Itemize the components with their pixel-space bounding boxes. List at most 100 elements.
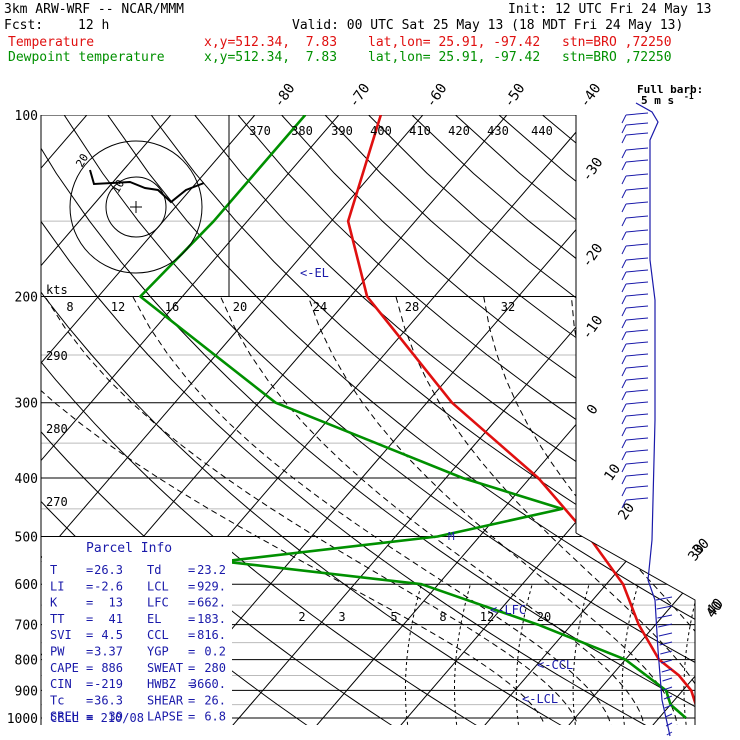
isotherm-label: 40 (703, 598, 726, 621)
isotherm-label: 10 (601, 461, 624, 484)
pressure-label: 900 (15, 684, 38, 699)
parcel-eq2: = (188, 628, 195, 642)
dry-adiabat (672, 115, 695, 725)
moist-adiabat (132, 296, 613, 725)
isotherm-label: -60 (423, 81, 451, 111)
parcel-key2: EL (147, 612, 161, 626)
mixing-ratio-line (621, 584, 639, 725)
hodograph-trace (89, 169, 205, 204)
wind-barb (625, 377, 649, 381)
init-time: Init: 12 UTC Fri 24 May 13 (508, 2, 712, 17)
parcel-eq2: = (188, 693, 195, 707)
wind-barb (625, 365, 649, 369)
isotherm-line (41, 115, 447, 725)
parcel-key: LI (50, 579, 64, 593)
upper-theta-label: 12 (111, 300, 125, 314)
parcel-eq: = (86, 645, 93, 659)
theta-e-label: 430 (487, 124, 509, 138)
wind-barb-low (665, 722, 673, 727)
dry-adiabat (194, 115, 695, 725)
dew-row-latlon: lat,lon= 25.91, -97.42 (368, 50, 541, 65)
parcel-eq2: = (188, 710, 195, 724)
parcel-key2: LCL (147, 579, 169, 593)
wind-barb-low (661, 668, 673, 673)
upper-theta-label: 16 (165, 300, 179, 314)
hodo-ring-label: 20 (73, 152, 91, 170)
dry-adiabat (237, 115, 695, 725)
wind-barb (625, 461, 649, 465)
right-axis-lower (575, 532, 696, 725)
isotherm-line (647, 115, 695, 725)
pressure-label: 300 (15, 397, 38, 412)
pressure-label: 700 (15, 619, 38, 634)
parcel-eq: = (86, 693, 93, 707)
wind-barb (625, 437, 649, 441)
hodo-units: kts (46, 283, 68, 297)
wind-barb-low (658, 623, 673, 628)
parcel-eq2: = (188, 563, 195, 577)
wind-barb-flag (621, 379, 627, 389)
wind-barb (625, 497, 649, 501)
parcel-value: 36.3 (94, 693, 123, 707)
wind-barb (625, 173, 649, 177)
parcel-key2: LFC (147, 596, 169, 610)
isotherm-label: 0 (584, 402, 602, 418)
upper-theta-label: 32 (501, 300, 515, 314)
wind-barb-flag (621, 189, 627, 199)
parcel-value2: 183. (197, 612, 226, 626)
mixing-ratio-label: 5 (390, 610, 397, 624)
wind-barb-flag (621, 415, 627, 425)
parcel-eq2: = (188, 645, 195, 659)
temp-row-stn: stn=BRO ,72250 (562, 35, 672, 50)
wind-barb-low (665, 713, 673, 718)
parcel-key2: HWBZ (147, 677, 176, 691)
pressure-label: 800 (15, 654, 38, 669)
fcst-value: 12 h (78, 18, 110, 33)
hodo-ring-label: 10 (109, 178, 127, 196)
parcel-key2: SWEAT (147, 661, 183, 675)
parcel-key2: Td (147, 563, 161, 577)
wind-barb (625, 201, 649, 205)
wind-barb (625, 122, 649, 126)
wind-barb-flag (621, 295, 627, 305)
parcel-eq: = (86, 677, 93, 691)
parcel-value: -2.6 (94, 579, 123, 593)
wind-barb (625, 229, 649, 233)
parcel-value2: 6.8 (204, 710, 226, 724)
left-theta-label: 290 (46, 349, 68, 363)
wind-staff (635, 102, 671, 737)
wind-barb-low (664, 704, 673, 709)
moist-adiabat (570, 296, 695, 725)
wind-barb (625, 215, 649, 219)
isotherm-label: -50 (501, 81, 529, 111)
wind-barb (625, 449, 649, 453)
wind-barb-flag (621, 175, 627, 185)
theta-e-label: 370 (249, 124, 271, 138)
parcel-key: SVI (50, 628, 72, 642)
wind-barb-flag (621, 427, 627, 437)
wind-barb-flag (621, 149, 627, 159)
theta-e-label: 420 (448, 124, 470, 138)
wind-barb (625, 243, 649, 247)
parcel-key2: LAPSE (147, 710, 183, 724)
mixing-ratio-line (515, 584, 533, 725)
wind-barb-low (662, 677, 673, 682)
dew-row-stn: stn=BRO ,72250 (562, 50, 672, 65)
wind-barb-flag (621, 475, 627, 485)
parcel-eq2: = (188, 661, 195, 675)
parcel-key2: YGP (147, 645, 169, 659)
dry-adiabat (41, 115, 486, 725)
wind-barb (625, 353, 649, 357)
wind-barb-flag (621, 487, 627, 497)
moist-adiabat (395, 296, 695, 725)
temperature-line (346, 115, 695, 719)
barb-legend-exp: -1 (684, 92, 694, 101)
parcel-value2: 280 (204, 661, 226, 675)
upper-theta-label: 28 (405, 300, 419, 314)
dry-adiabat (498, 115, 695, 725)
isotherm-line (41, 115, 195, 725)
theta-e-label: 400 (370, 124, 392, 138)
wind-barb (625, 485, 649, 489)
parcel-value2: 662. (197, 596, 226, 610)
